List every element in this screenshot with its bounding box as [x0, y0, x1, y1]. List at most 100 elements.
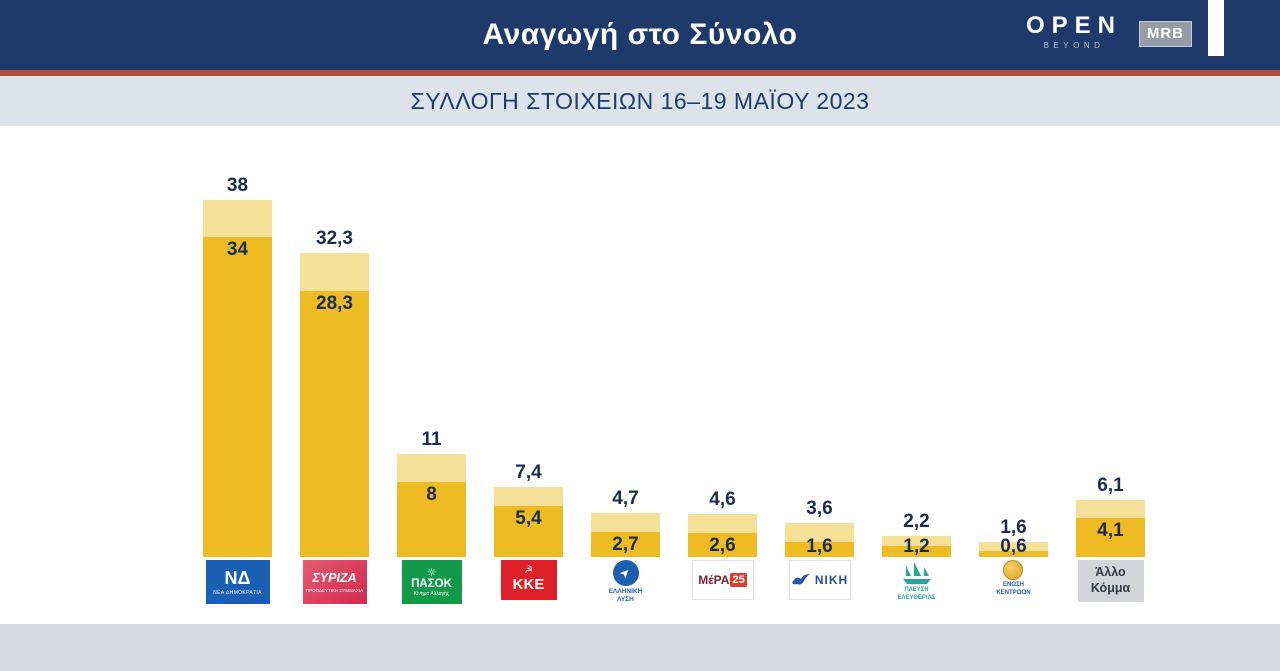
logo-line2: ΕΛΕΥΘΕΡΙΑΣ	[897, 594, 936, 601]
party-logo-area: ΜέΡΑ 25	[688, 557, 757, 624]
open-tv-logo: OPEN BEYOND	[1025, 12, 1122, 51]
bar-column-allo-komma: 6,1 4,1 Άλλο Κόμμα	[1076, 126, 1145, 624]
bar-value-lower: 34	[226, 239, 249, 261]
bar-column-pasok: 11 8 ☼ ΠΑΣΟΚ Κίνημα Αλλαγής	[397, 126, 466, 624]
bar-value-upper: 11	[421, 428, 442, 450]
allo-komma-text: Άλλο Κόμμα	[1091, 565, 1130, 596]
mera25-number: 25	[730, 573, 747, 587]
gold-emblem-icon	[1003, 560, 1024, 580]
subtitle-band: ΣΥΛΛΟΓΗ ΣΤΟΙΧΕΙΩΝ 16–19 ΜΑΪΟΥ 2023	[0, 76, 1280, 126]
syriza-subtitle: ΠΡΟΟΔΕΥΤΙΚΗ ΣΥΜΜΑΧΙΑ	[305, 588, 364, 593]
bar-segment-lower: 2,7	[591, 531, 660, 557]
bar-segment-upper	[1076, 499, 1145, 519]
elliniki-lysi-compass-icon: ➤	[612, 560, 639, 586]
bar-column-mera25: 4,6 2,6 ΜέΡΑ 25	[688, 126, 757, 624]
bar-value-upper: 6,1	[1097, 474, 1124, 496]
party-logo-area: ➤ ΕΛΛΗΝΙΚΗ ΛΥΣΗ	[591, 557, 660, 624]
bar-value-lower: 4,1	[1097, 520, 1124, 542]
mera25-logo: ΜέΡΑ 25	[691, 560, 754, 600]
kke-logo: ☭ ΚΚΕ	[500, 560, 557, 600]
bar-segment-upper	[688, 513, 757, 533]
bar-segment-lower: 28,3	[300, 290, 369, 557]
bar-value-lower: 8	[426, 483, 437, 505]
bar-value-upper: 3,6	[806, 498, 833, 520]
bar-value-upper: 38	[226, 174, 249, 196]
pasok-subtitle: Κίνημα Αλλαγής	[413, 591, 450, 598]
bar-value-lower: 0,6	[1000, 536, 1027, 558]
bar-column-syriza: 32,3 28,3 ΣΥΡΙΖΑ ΠΡΟΟΔΕΥΤΙΚΗ ΣΥΜΜΑΧΙΑ	[300, 126, 369, 624]
elliniki-lysi-logo: ➤ ΕΛΛΗΝΙΚΗ ΛΥΣΗ	[609, 560, 643, 605]
bar-value-lower: 1,6	[806, 536, 833, 558]
bar-value-upper: 4,6	[709, 488, 736, 510]
bar-value-lower: 28,3	[316, 292, 353, 314]
bar-segment-lower: 4,1	[1076, 518, 1145, 557]
party-logo-area: ΕΝΩΣΗ ΚΕΝΤΡΩΩΝ	[979, 557, 1048, 624]
bar-column-elliniki-lysi: 4,7 2,7 ➤ ΕΛΛΗΝΙΚΗ ΛΥΣΗ	[591, 126, 660, 624]
party-logo-area: ΠΛΕΥΣΗ ΕΛΕΥΘΕΡΙΑΣ	[882, 557, 951, 624]
syriza-name: ΣΥΡΙΖΑ	[312, 571, 357, 585]
bottom-band	[0, 624, 1280, 671]
party-logo-area: Άλλο Κόμμα	[1076, 557, 1145, 624]
niki-name: ΝΙΚΗ	[814, 573, 849, 587]
pasok-name: ΠΑΣΟΚ	[411, 577, 452, 590]
logo-line2: ΛΥΣΗ	[617, 596, 634, 604]
niki-logo: ΝΙΚΗ	[788, 560, 851, 600]
bars-row: 38 34 ΝΔ ΝΕΑ ΔΗΜΟΚΡΑΤΙΑ 32,3 28,3 ΣΥΡΙΖΑ	[203, 126, 1145, 624]
bar-segment-upper	[882, 536, 951, 546]
page-title: Αναγωγή στο Σύνολο	[482, 18, 798, 51]
header: Αναγωγή στο Σύνολο OPEN BEYOND MRB	[0, 0, 1280, 70]
open-logo-text: OPEN	[1025, 12, 1122, 39]
niki-bird-icon	[791, 574, 810, 585]
bar-segment-lower: 34	[203, 237, 272, 557]
nea-dimokratia-logo: ΝΔ ΝΕΑ ΔΗΜΟΚΡΑΤΙΑ	[205, 560, 270, 604]
party-logo-area: ΝΔ ΝΕΑ ΔΗΜΟΚΡΑΤΙΑ	[203, 557, 272, 624]
syriza-logo: ΣΥΡΙΖΑ ΠΡΟΟΔΕΥΤΙΚΗ ΣΥΜΜΑΧΙΑ	[302, 560, 367, 604]
bar-segment-upper	[300, 253, 369, 291]
bar-column-plefsi-eleftherias: 2,2 1,2 ΠΛΕΥΣΗ ΕΛΕΥΘΕΡΙΑΣ	[882, 126, 951, 624]
bar-segment-upper	[494, 487, 563, 507]
bar-segment-upper	[785, 523, 854, 542]
pasok-logo: ☼ ΠΑΣΟΚ Κίνημα Αλλαγής	[401, 560, 462, 604]
nd-party-name: ΝΕΑ ΔΗΜΟΚΡΑΤΙΑ	[213, 589, 262, 596]
bar-segment-lower: 1,2	[882, 537, 951, 557]
plefsi-ship-icon	[902, 562, 931, 584]
bar-value-lower: 1,2	[903, 536, 930, 558]
party-logo-area: ΝΙΚΗ	[785, 557, 854, 624]
bar-segment-upper	[979, 541, 1048, 552]
plefsi-eleftherias-logo: ΠΛΕΥΣΗ ΕΛΕΥΘΕΡΙΑΣ	[897, 560, 936, 603]
bar-segment-lower: 8	[397, 481, 466, 557]
bar-segment-upper	[397, 453, 466, 482]
logo-line1: ΠΛΕΥΣΗ	[904, 587, 929, 593]
nd-abbreviation: ΝΔ	[224, 567, 251, 588]
bar-segment-lower: 0,6	[979, 537, 1048, 557]
party-logo-area: ΣΥΡΙΖΑ ΠΡΟΟΔΕΥΤΙΚΗ ΣΥΜΜΑΧΙΑ	[300, 557, 369, 624]
bar-value-upper: 32,3	[316, 228, 353, 250]
logo-line1: ΕΛΛΗΝΙΚΗ	[608, 588, 643, 595]
bar-segment-upper	[203, 199, 272, 238]
party-logo-area: ☼ ΠΑΣΟΚ Κίνημα Αλλαγής	[397, 557, 466, 624]
bar-value-upper: 4,7	[612, 487, 639, 509]
mrb-logo: MRB	[1138, 21, 1192, 47]
allo-komma-label: Άλλο Κόμμα	[1077, 560, 1144, 602]
bar-segment-lower: 1,6	[785, 537, 854, 557]
compass-arrow-icon: ➤	[616, 564, 635, 582]
bar-value-upper: 7,4	[515, 462, 542, 484]
logo-line1: ΕΝΩΣΗ	[1002, 582, 1025, 588]
pasok-sun-icon: ☼	[426, 565, 437, 579]
accent-divider	[0, 70, 1280, 76]
enosi-kentroon-logo: ΕΝΩΣΗ ΚΕΝΤΡΩΩΝ	[996, 560, 1031, 598]
enosi-kentroon-name: ΕΝΩΣΗ ΚΕΝΤΡΩΩΝ	[996, 582, 1030, 598]
poll-bar-chart: 38 34 ΝΔ ΝΕΑ ΔΗΜΟΚΡΑΤΙΑ 32,3 28,3 ΣΥΡΙΖΑ	[0, 126, 1280, 624]
kke-name: ΚΚΕ	[512, 576, 545, 593]
bar-value-lower: 2,6	[709, 534, 736, 556]
bar-value-lower: 5,4	[515, 508, 542, 530]
bar-column-kke: 7,4 5,4 ☭ ΚΚΕ	[494, 126, 563, 624]
bar-segment-lower: 2,6	[688, 532, 757, 557]
open-logo-subtext: BEYOND	[1043, 41, 1105, 51]
elliniki-lysi-name: ΕΛΛΗΝΙΚΗ ΛΥΣΗ	[609, 588, 643, 605]
mera25-name: ΜέΡΑ	[698, 573, 730, 587]
bar-segment-upper	[591, 512, 660, 532]
subtitle-text: ΣΥΛΛΟΓΗ ΣΤΟΙΧΕΙΩΝ 16–19 ΜΑΪΟΥ 2023	[410, 87, 870, 114]
bar-value-lower: 2,7	[612, 533, 639, 555]
decorative-strip	[1208, 0, 1224, 56]
